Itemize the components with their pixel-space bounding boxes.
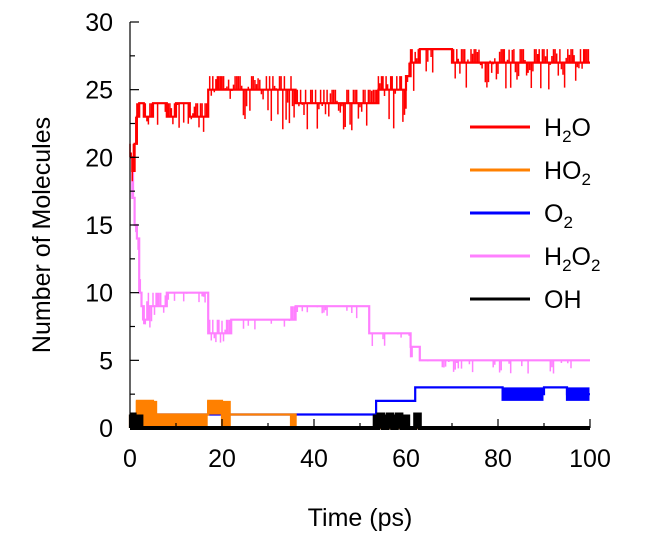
series-h2o2-line	[130, 156, 590, 362]
x-tick-label: 80	[484, 445, 512, 473]
y-tick-label: 5	[99, 347, 113, 375]
legend-label: OH	[544, 286, 582, 314]
x-tick-label: 100	[569, 445, 611, 473]
legend-label: H2O	[544, 114, 591, 146]
series-h2o2	[130, 156, 590, 374]
y-tick-label: 30	[85, 9, 113, 37]
legend: H2O HO2 O2 H2O2 OH	[470, 114, 600, 314]
x-tick-label: 0	[123, 445, 137, 473]
x-axis-title: Time (ps)	[308, 504, 413, 532]
legend-item-h2o: H2O	[470, 114, 591, 146]
legend-label: H2O2	[544, 243, 600, 275]
legend-item-h2o2: H2O2	[470, 243, 600, 275]
series-h2o-line	[130, 48, 590, 172]
x-tick-label: 40	[300, 445, 328, 473]
legend-item-oh: OH	[470, 286, 582, 314]
legend-item-o2: O2	[470, 200, 573, 232]
axes-layer: 0 5 10 15 20 25 30 0 20 40 60 80 100 Time (ps) Number …	[28, 9, 611, 532]
legend-label: O2	[544, 200, 573, 232]
series-h2o	[129, 48, 590, 182]
legend-item-ho2: HO2	[470, 157, 591, 189]
x-tick-label: 20	[208, 445, 236, 473]
y-tick-label: 25	[85, 77, 113, 105]
y-tick-label: 10	[85, 280, 113, 308]
y-tick-label: 20	[85, 144, 113, 172]
y-axis-title: Number of Molecules	[28, 117, 56, 353]
legend-label: HO2	[544, 157, 591, 189]
y-tick-label: 0	[99, 415, 113, 443]
x-tick-label: 60	[392, 445, 420, 473]
y-tick-label: 15	[85, 212, 113, 240]
